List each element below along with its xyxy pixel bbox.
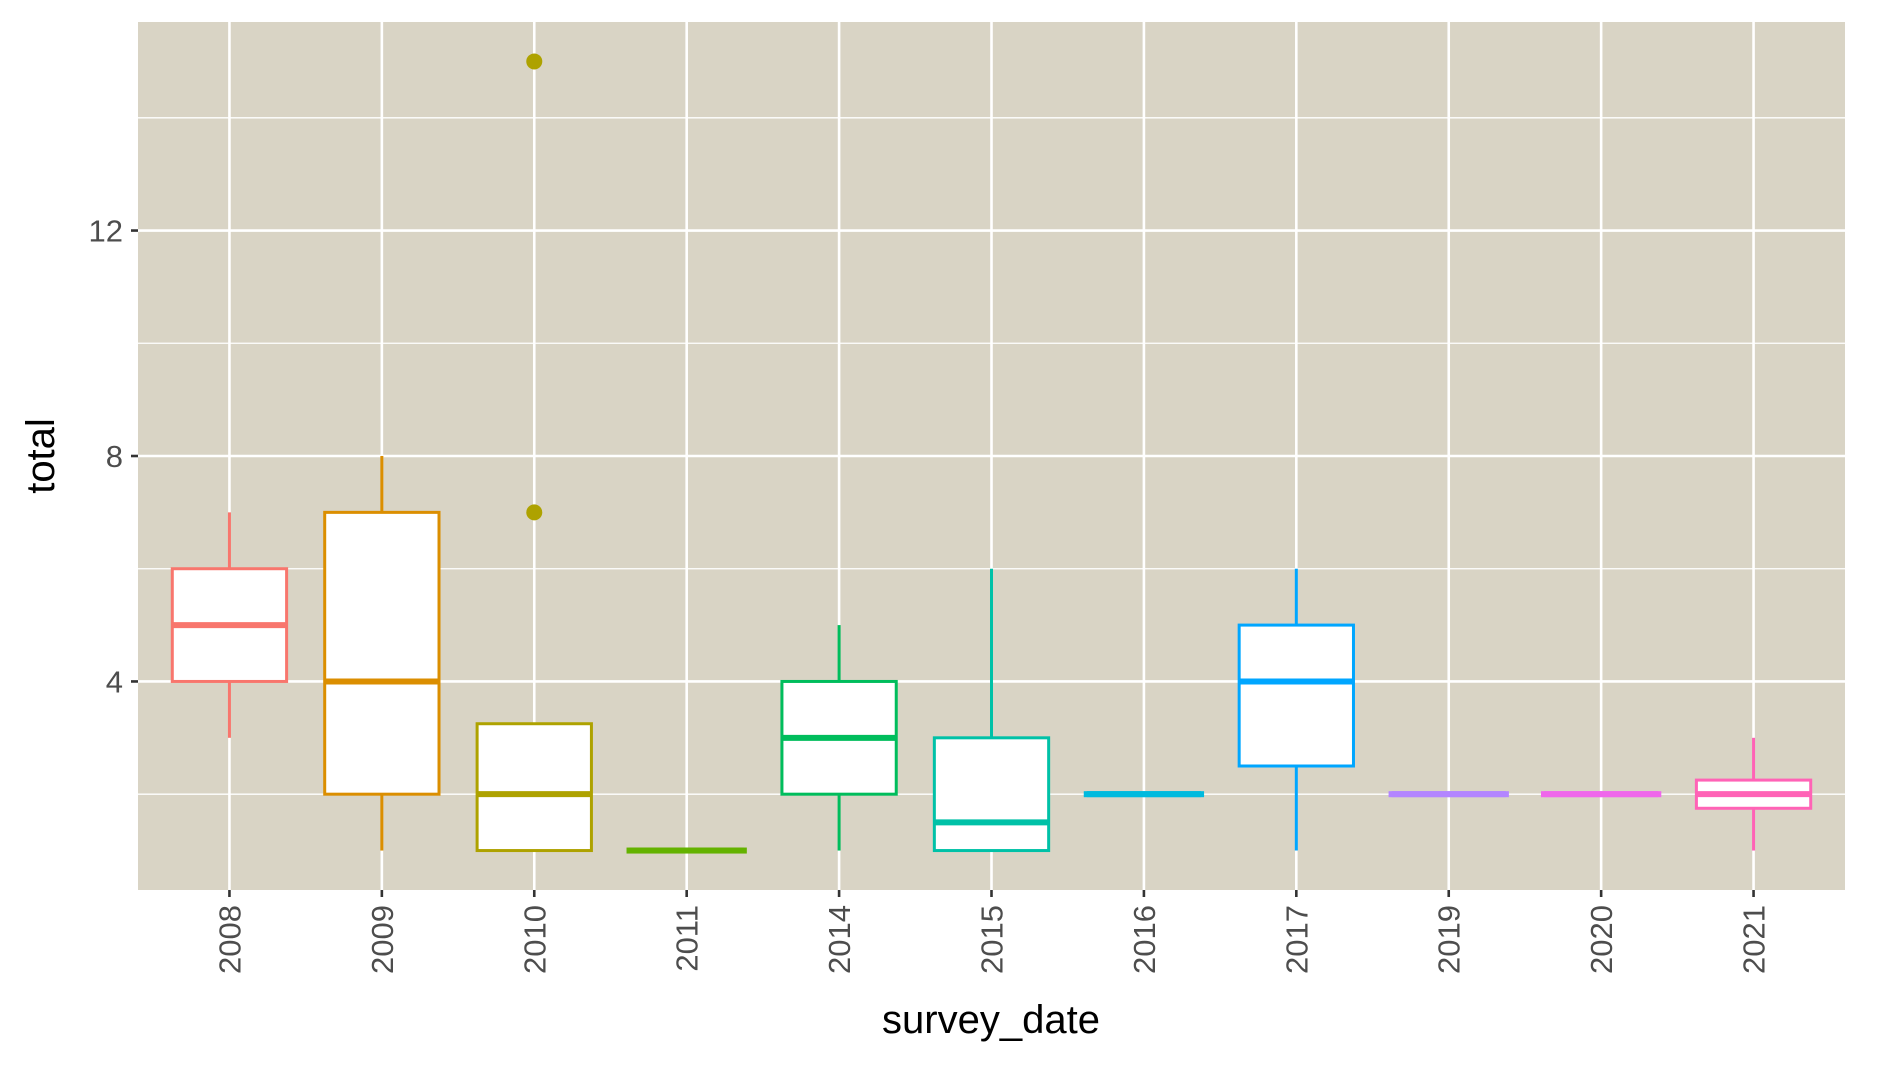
y-tick-label: 8	[106, 439, 123, 474]
x-tick-label: 2015	[975, 905, 1010, 974]
y-tick-label: 12	[89, 214, 123, 249]
x-tick-label: 2011	[670, 905, 705, 972]
box-iqr	[934, 738, 1048, 851]
y-axis-title: total	[19, 418, 63, 494]
x-tick-label: 2020	[1584, 905, 1619, 974]
x-tick-label: 2010	[517, 905, 552, 974]
box-iqr	[325, 512, 439, 794]
x-tick-label: 2019	[1432, 905, 1467, 974]
box-iqr	[477, 724, 591, 851]
x-tick-label: 2009	[365, 905, 400, 974]
box-iqr	[1239, 625, 1353, 766]
outlier-point	[526, 53, 542, 69]
x-axis-title: survey_date	[882, 998, 1100, 1042]
outlier-point	[526, 504, 542, 520]
y-tick-label: 4	[106, 664, 123, 699]
x-tick-label: 2021	[1737, 905, 1772, 974]
x-tick-label: 2014	[822, 905, 857, 974]
x-tick-label: 2017	[1279, 905, 1314, 974]
x-tick-label: 2008	[212, 905, 247, 974]
x-tick-label: 2016	[1127, 905, 1162, 974]
box-2009	[325, 456, 439, 851]
